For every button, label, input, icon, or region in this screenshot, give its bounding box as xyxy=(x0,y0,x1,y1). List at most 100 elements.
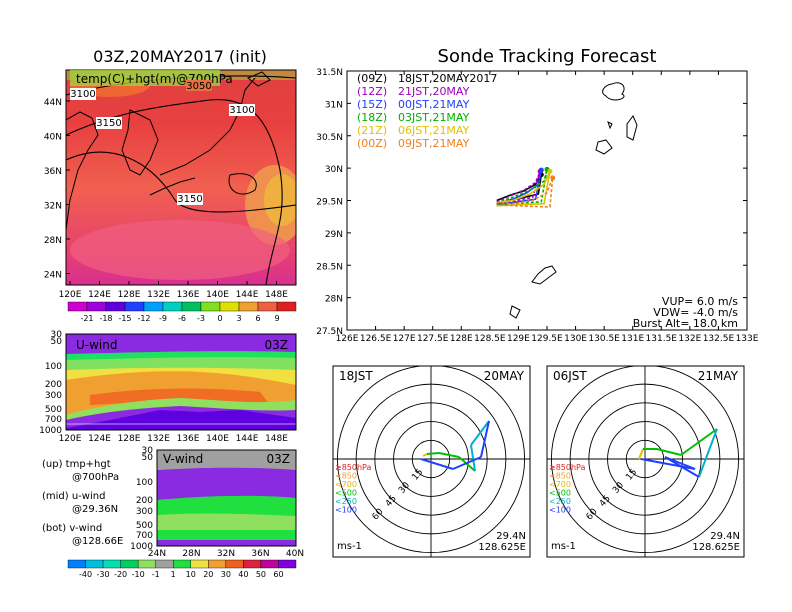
map-lat-tick: 24N xyxy=(44,271,62,281)
wind-colorbar-label: 60 xyxy=(273,570,283,579)
v-wind-lat-tick: 24N xyxy=(148,549,166,559)
hodograph-lat: 29.4N xyxy=(496,531,526,542)
map-lon-tick: 124E xyxy=(88,290,111,300)
map-lat-tick: 40N xyxy=(44,133,62,143)
hodograph-units: ms-1 xyxy=(337,541,362,552)
v-wind-panel xyxy=(156,449,297,547)
level-legend: ≥850hPa xyxy=(549,463,586,472)
uwind-pressure-tick: 500 xyxy=(45,405,62,415)
wind-colorbar-label: -20 xyxy=(114,570,127,579)
v-wind-time: 03Z xyxy=(267,452,291,466)
level-legend: <100 xyxy=(549,506,571,515)
track-lat-tick: 28N xyxy=(325,295,343,305)
contour-label: 3100 xyxy=(70,89,95,100)
hodograph-segment xyxy=(640,458,696,470)
map-lon-ticks: 120E 124E 128E 132E 136E 140E 144E 148E xyxy=(59,281,288,300)
temp-colorbar-swatch xyxy=(162,301,183,312)
track-lat-tick: 29N xyxy=(325,230,343,240)
burst-point xyxy=(550,175,556,181)
temp-colorbar-swatch xyxy=(67,301,88,312)
legend-time: 03JST,21MAY xyxy=(398,111,470,124)
level-legend: <850 xyxy=(335,472,357,481)
uwind-pressure-tick: 700 xyxy=(45,415,62,425)
wind-colorbar-swatch xyxy=(137,559,156,569)
track-map xyxy=(346,70,748,331)
map-lat-tick: 32N xyxy=(44,202,62,212)
uwind-pressure-tick: 1000 xyxy=(39,426,62,436)
wind-colorbar-swatch xyxy=(190,559,209,569)
level-legend: <250 xyxy=(549,497,571,506)
uwind-pressure-tick: 300 xyxy=(45,391,62,401)
track-lon-tick: 131.5E xyxy=(646,334,678,344)
temp-colorbar-label: 9 xyxy=(274,314,279,323)
level-legend: <500 xyxy=(549,489,571,498)
track-lon-tick: 132.5E xyxy=(703,334,735,344)
launch-params: VUP= 6.0 m/s VDW= -4.0 m/s Burst Alt= 18… xyxy=(633,295,739,330)
wind-colorbar-label: 30 xyxy=(221,570,231,579)
wind-colorbar-swatch xyxy=(67,559,86,569)
track-lon-tick: 129.5E xyxy=(531,334,563,344)
temp-colorbar-swatch xyxy=(257,301,278,312)
vwind-pressure-tick: 30 xyxy=(142,446,154,456)
track-lon-tick: 132E xyxy=(678,334,701,344)
vwind-pressure-tick: 700 xyxy=(136,531,153,541)
u-wind-lon-tick: 140E xyxy=(206,434,229,444)
temp-colorbar-label: 3 xyxy=(236,314,241,323)
hodograph-lon: 128.625E xyxy=(692,542,740,553)
note-up: (up) tmp+hgt xyxy=(42,459,111,470)
level-legend: <250 xyxy=(335,497,357,506)
temp-colorbar-label: 0 xyxy=(217,314,222,323)
temp-colorbar-swatch xyxy=(200,301,221,312)
wind-colorbar-swatch xyxy=(102,559,121,569)
track-series xyxy=(496,166,556,208)
uwind-pressure-tick: 30 xyxy=(51,330,63,340)
wind-colorbar-label: -1 xyxy=(152,570,160,579)
hodograph-lon: 128.625E xyxy=(478,542,526,553)
contour-label: 3100 xyxy=(229,105,254,116)
temperature-colorbar: -21 -18 -15 -12 -9 -6 -3 0 3 6 9 xyxy=(67,301,297,323)
u-wind-lon-tick: 132E xyxy=(147,434,170,444)
map-lon-tick: 140E xyxy=(206,290,229,300)
track-line xyxy=(496,174,543,205)
hodograph-segment xyxy=(664,456,696,470)
wind-colorbar-label: -10 xyxy=(132,570,145,579)
contour-labels: 3100 3050 3100 3150 3150 xyxy=(70,80,255,205)
hodograph-segment xyxy=(656,448,682,456)
note-up-level: @700hPa xyxy=(72,472,119,483)
wind-colorbar-label: 1 xyxy=(171,570,176,579)
temp-colorbar-label: 6 xyxy=(255,314,260,323)
track-lat-tick: 30N xyxy=(325,165,343,175)
track-lat-tick: 31.5N xyxy=(316,68,343,78)
map-lon-tick: 120E xyxy=(59,290,82,300)
wind-colorbar-swatch xyxy=(155,559,174,569)
track-lon-tick: 128.5E xyxy=(474,334,506,344)
burst-point xyxy=(547,168,553,174)
temp-colorbar-label: -9 xyxy=(159,314,167,323)
level-legend: <700 xyxy=(335,480,357,489)
temperature-map xyxy=(65,69,297,286)
track-line xyxy=(496,171,551,207)
wind-colorbar-swatch xyxy=(243,559,262,569)
wind-colorbar-label: 50 xyxy=(256,570,266,579)
track-lon-ticks: 126E 126.5E 127E 127.5E 128E 128.5E 129E 129.5E… xyxy=(336,71,759,344)
vwind-pressure-tick: 1000 xyxy=(130,542,153,552)
wind-colorbar-swatch xyxy=(85,559,104,569)
level-legend: <700 xyxy=(549,480,571,489)
legend-code: (21Z) xyxy=(357,124,387,137)
map-lon-tick: 132E xyxy=(147,290,170,300)
hodograph-segment xyxy=(680,428,718,456)
wind-colorbar-label: -30 xyxy=(97,570,110,579)
map-lat-tick: 28N xyxy=(44,236,62,246)
temp-colorbar-label: -18 xyxy=(99,314,112,323)
track-lon-tick: 131E xyxy=(621,334,644,344)
track-lat-tick: 30.5N xyxy=(316,133,343,143)
v-wind-lat-ticks: 24N 28N 32N 36N 40N xyxy=(148,549,304,559)
u-wind-panel xyxy=(65,333,297,431)
level-legend: ≥850hPa xyxy=(335,463,372,472)
wind-colorbar-swatch xyxy=(173,559,191,569)
vwind-pressure-tick: 500 xyxy=(136,521,153,531)
track-lat-tick: 29.5N xyxy=(316,198,343,208)
